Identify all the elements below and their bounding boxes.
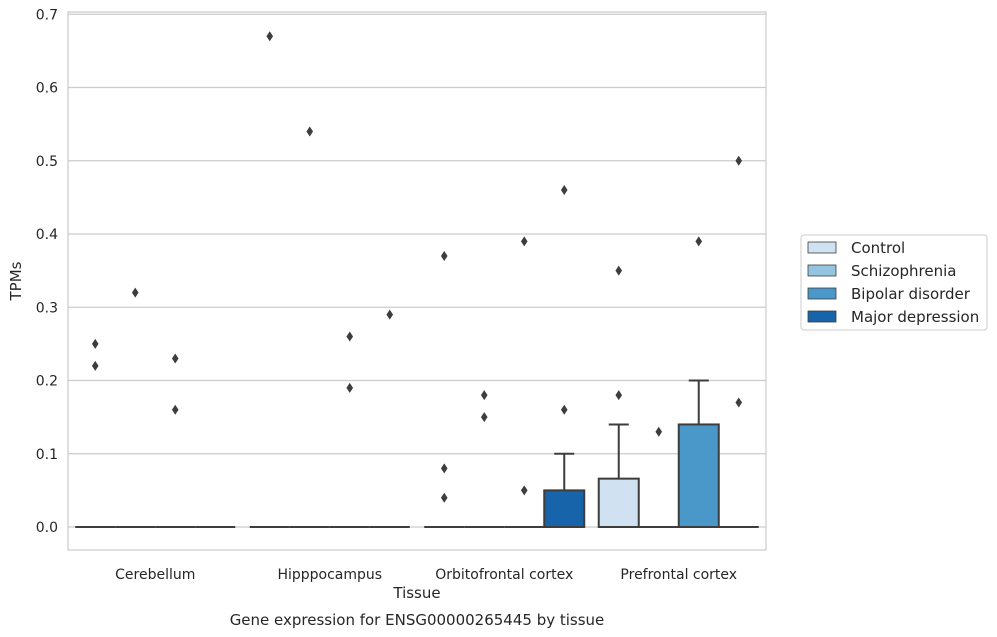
- y-tick-label: 0.1: [36, 447, 58, 463]
- y-tick-label: 0.3: [36, 300, 58, 316]
- legend: Control Schizophrenia Bipolar disorder Majo…: [800, 234, 988, 331]
- plot-frame: [67, 11, 767, 551]
- outlier-point: [346, 331, 354, 342]
- x-tick-label: Orbitofrontal cortex: [435, 567, 573, 583]
- outlier-point: [480, 412, 488, 423]
- outlier-point: [306, 126, 314, 137]
- outlier-point: [91, 338, 99, 349]
- outlier-point: [735, 155, 743, 166]
- outlier-point: [171, 353, 179, 364]
- y-tick-label: 0.0: [36, 520, 58, 536]
- y-tick-label: 0.5: [36, 154, 58, 170]
- outlier-point: [346, 382, 354, 393]
- y-tick-label: 0.4: [36, 227, 58, 243]
- legend-label: Control: [851, 239, 905, 257]
- box-control: [597, 423, 640, 528]
- legend-swatch: [807, 264, 837, 277]
- y-axis-title: TPMs: [7, 261, 25, 301]
- legend-label: Bipolar disorder: [851, 285, 971, 303]
- outlier-point: [615, 390, 623, 401]
- outlier-point: [440, 492, 448, 503]
- x-tick-label: Cerebellum: [115, 567, 195, 583]
- box-body: [543, 489, 586, 528]
- outlier-point: [520, 236, 528, 247]
- x-tick-label: Hipppocampus: [277, 567, 382, 583]
- x-axis-ticks: Cerebellum Hipppocampus Orbitofrontal cort…: [115, 567, 737, 583]
- outlier-point: [440, 463, 448, 474]
- x-tick-label: Prefrontal cortex: [620, 567, 737, 583]
- legend-label: Major depression: [851, 308, 979, 326]
- outlier-point: [386, 309, 394, 320]
- outlier-point: [615, 265, 623, 276]
- outlier-point: [560, 404, 568, 415]
- legend-swatch: [807, 287, 837, 300]
- boxes: [75, 379, 759, 529]
- outlier-point: [655, 426, 663, 437]
- outlier-point: [171, 404, 179, 415]
- outlier-point: [480, 390, 488, 401]
- legend-frame: [800, 234, 988, 331]
- y-tick-label: 0.6: [36, 81, 58, 97]
- outlier-point: [440, 250, 448, 261]
- y-tick-label: 0.7: [36, 7, 58, 23]
- legend-label: Schizophrenia: [851, 262, 956, 280]
- outlier-point: [91, 360, 99, 371]
- outlier-point: [735, 397, 743, 408]
- box-bipolar-disorder: [677, 379, 720, 529]
- legend-swatch: [807, 310, 837, 323]
- chart-caption: Gene expression for ENSG00000265445 by t…: [230, 611, 605, 629]
- outlier-point: [520, 485, 528, 496]
- outlier-point: [131, 287, 139, 298]
- legend-swatch: [807, 241, 837, 254]
- box-body: [677, 423, 720, 529]
- y-tick-label: 0.2: [36, 374, 58, 390]
- outlier-point: [560, 185, 568, 196]
- outlier-points: [91, 31, 743, 503]
- outlier-point: [695, 236, 703, 247]
- grid-lines: [68, 13, 766, 528]
- box-major-depression: [543, 452, 586, 528]
- x-axis-title: Tissue: [392, 584, 440, 602]
- outlier-point: [266, 31, 274, 42]
- box-body: [597, 477, 640, 528]
- y-axis-ticks: 0.0 0.1 0.2 0.3 0.4 0.5 0.6 0.7: [36, 7, 58, 536]
